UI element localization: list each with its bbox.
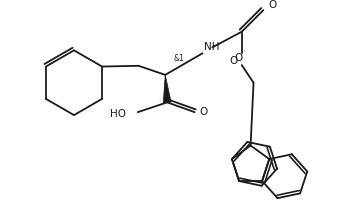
Text: O: O bbox=[200, 107, 208, 117]
Text: O: O bbox=[235, 53, 243, 63]
Text: O: O bbox=[230, 56, 238, 66]
Text: NH: NH bbox=[204, 42, 220, 52]
Text: O: O bbox=[268, 0, 277, 10]
Text: HO: HO bbox=[110, 109, 126, 119]
Polygon shape bbox=[163, 75, 171, 103]
Text: &1: &1 bbox=[173, 54, 184, 63]
